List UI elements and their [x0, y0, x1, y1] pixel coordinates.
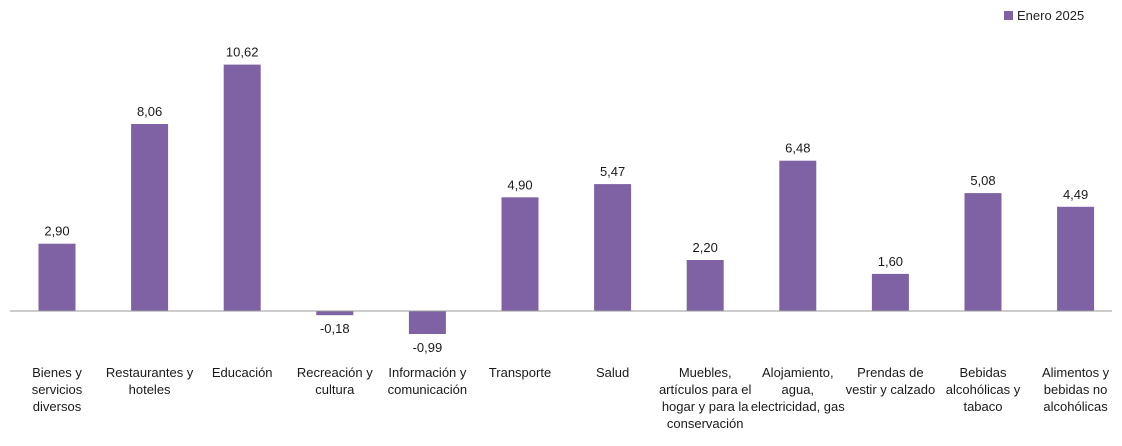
data-label: 8,06: [137, 104, 162, 119]
bar: [131, 124, 169, 311]
data-label: 5,08: [970, 173, 995, 188]
category-label: Alimentos y bebidas no alcohólicas: [1041, 365, 1110, 414]
category-label: Prendas de vestir y calzado: [845, 365, 936, 397]
data-label: 4,90: [507, 177, 532, 192]
category-label: Bienes y servicios diversos: [31, 365, 83, 414]
category-label: Muebles, artículos para el hogar y para …: [658, 365, 752, 431]
category-label: Restaurantes y hoteles: [105, 365, 194, 397]
data-label: -0,99: [413, 340, 443, 355]
category-label: Transporte: [488, 365, 552, 380]
legend-swatch: [1004, 11, 1013, 20]
bar: [38, 243, 76, 311]
legend: Enero 2025: [1004, 8, 1084, 23]
value-labels-group: 2,90 8,06 10,62 -0,18 -0,99 4,90 5,47 2,20 6,48 1…: [44, 45, 1088, 355]
bar: [964, 193, 1002, 311]
data-label: 2,20: [693, 240, 718, 255]
bar: [1057, 206, 1095, 311]
legend-label: Enero 2025: [1017, 8, 1085, 23]
data-label: -0,18: [320, 321, 350, 336]
data-label: 6,48: [785, 141, 810, 156]
bar: [316, 311, 354, 316]
bar: [686, 260, 724, 311]
bar: [779, 160, 817, 311]
bar: [501, 197, 539, 311]
data-label: 2,90: [44, 224, 69, 239]
bar: [594, 184, 632, 311]
category-label: Educación: [211, 365, 273, 380]
data-label: 4,49: [1063, 187, 1088, 202]
category-label: Salud: [595, 365, 630, 380]
category-label: Información y comunicación: [387, 365, 468, 397]
data-label: 1,60: [878, 254, 903, 269]
bar: [871, 273, 909, 311]
data-label: 10,62: [226, 45, 259, 60]
category-label: Alojamiento, agua, electricidad, gas: [750, 365, 845, 414]
bar: [223, 64, 261, 311]
bar: [408, 311, 446, 334]
data-label: 5,47: [600, 164, 625, 179]
category-label: Recreación y cultura: [296, 365, 373, 397]
bars-group: [38, 64, 1095, 334]
category-label: Bebidas alcohólicas y tabaco: [945, 365, 1021, 414]
